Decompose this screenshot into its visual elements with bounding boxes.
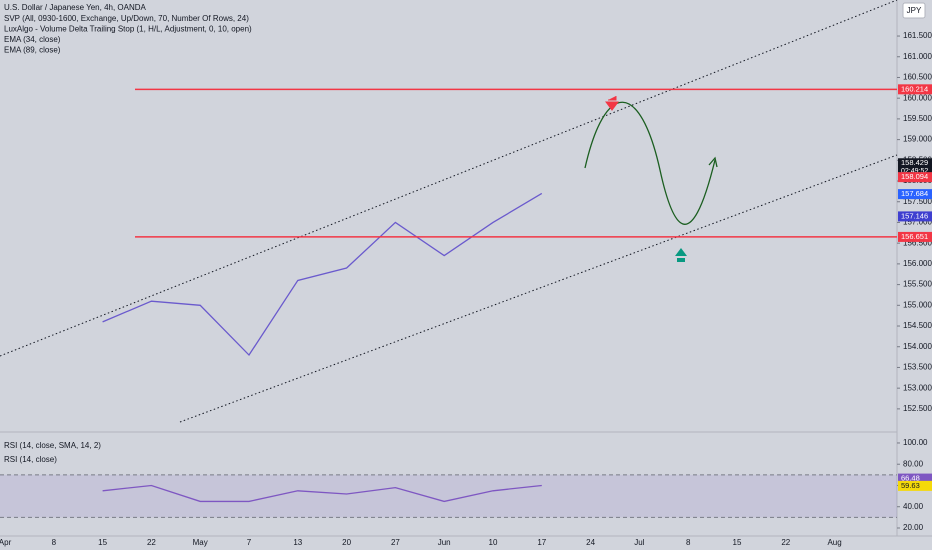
price-tag-label: 156.651 [901,232,928,241]
rsi-band [0,474,897,518]
x-tick-label: 17 [537,538,546,547]
price-tag [898,189,932,200]
y-tick-label: 159.500 [903,114,932,123]
y-tick-label: 154.500 [903,321,932,330]
price-tag-label: 59.63 [901,481,920,490]
y-tick-label: 80.00 [903,459,924,468]
y-tick-label: 156.000 [903,259,932,268]
y-tick-label: 154.000 [903,342,932,351]
x-tick-label: 13 [293,538,302,547]
down-arrow [605,96,619,111]
indicator-label: SVP (All, 0930-1600, Exchange, Up/Down, … [4,14,249,23]
y-tick-label: 40.00 [903,502,924,511]
x-tick-label: Jun [438,538,451,547]
y-tick-label: 160.500 [903,73,932,82]
y-tick-label: 159.000 [903,135,932,144]
projection-curve [584,101,716,225]
y-tick-label: 152.500 [903,404,932,413]
y-tick-label: 155.500 [903,280,932,289]
y-tick-label: 161.500 [903,31,932,40]
x-tick-label: 8 [686,538,691,547]
x-tick-label: 22 [147,538,156,547]
price-tag [898,480,932,491]
price-tag-label: 66.48 [901,474,920,483]
y-tick-label: 161.000 [903,52,932,61]
x-tick-label: Apr [0,538,12,547]
indicator-label: EMA (89, close) [4,46,61,55]
y-tick-label: 156.500 [903,238,932,247]
x-tick-label: 10 [489,538,498,547]
countdown-label: 02:49:52 [901,168,928,175]
y-tick-label: 160.000 [903,93,932,102]
y-tick-label: 20.00 [903,523,924,532]
price-tag [898,231,932,242]
rsi-subtitle: RSI (14, close) [4,455,57,464]
price-tag [898,158,932,177]
x-tick-label: 15 [98,538,107,547]
price-tag [898,84,932,95]
y-tick-label: 155.000 [903,300,932,309]
currency-label: JPY [907,6,922,15]
x-tick-label: May [193,538,208,547]
price-tag-label: 160.214 [901,84,928,93]
indicator-label: LuxAlgo - Volume Delta Trailing Stop (1,… [4,25,252,34]
rsi-title: RSI (14, close, SMA, 14, 2) [4,441,101,450]
x-tick-label: 15 [733,538,742,547]
price-tag-label: 157.684 [901,189,928,198]
x-tick-label: 27 [391,538,400,547]
price-tag [898,211,932,222]
y-tick-label: 157.500 [903,197,932,206]
indicator-label: EMA (34, close) [4,35,61,44]
x-tick-label: 8 [52,538,57,547]
y-tick-label: 100.00 [903,438,928,447]
x-tick-label: Jul [634,538,644,547]
price-tag [898,473,932,484]
price-tag [898,172,932,183]
x-tick-label: 22 [781,538,790,547]
channel-upper [0,0,898,357]
y-tick-label: 153.500 [903,363,932,372]
x-tick-label: 24 [586,538,595,547]
x-tick-label: 20 [342,538,351,547]
price-tag-label: 158.094 [901,172,928,181]
currency-button[interactable] [902,2,926,19]
projection-arrowhead [708,156,718,168]
x-tick-label: 7 [247,538,252,547]
y-tick-label: 153.000 [903,383,932,392]
y-tick-label: 157.000 [903,218,932,227]
chart-title: U.S. Dollar / Japanese Yen, 4h, OANDA [4,3,147,12]
up-arrow [675,248,687,262]
price-line [102,484,542,503]
x-tick-label: Aug [827,538,841,547]
price-tag-label: 158.429 [901,158,928,167]
price-tag-label: 157.146 [901,211,928,220]
price-line [102,192,543,357]
